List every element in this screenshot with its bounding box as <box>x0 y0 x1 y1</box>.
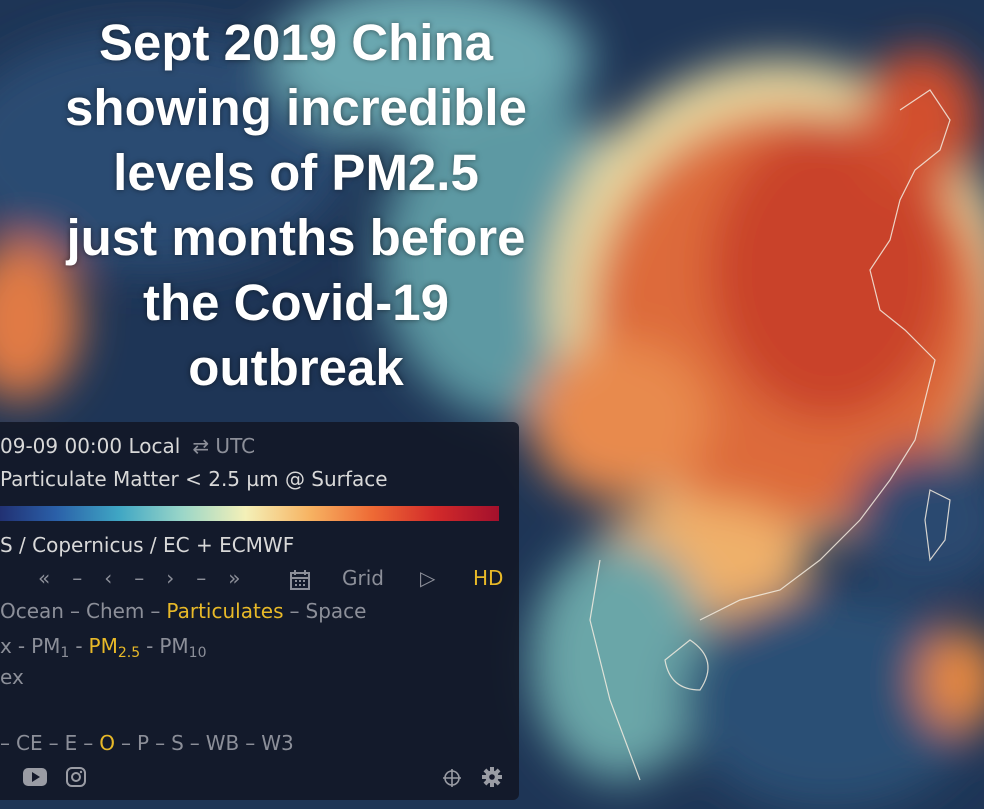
separator: - <box>18 634 25 658</box>
utc-toggle[interactable]: ⇄ UTC <box>192 434 256 458</box>
option-base: PM <box>88 634 118 658</box>
separator: – <box>69 599 80 623</box>
menu-option[interactable]: W3 <box>261 731 294 755</box>
separator: – <box>150 599 161 623</box>
option-base: - <box>75 634 83 658</box>
separator: – <box>121 731 131 755</box>
color-scale <box>0 506 499 521</box>
calendar-icon[interactable] <box>289 569 311 591</box>
overlay-name: Particulate Matter < 2.5 µm @ Surface <box>0 467 388 491</box>
nav-step[interactable]: » <box>228 566 241 590</box>
location-icon[interactable] <box>443 769 461 787</box>
separator: – <box>189 731 200 755</box>
separator: – <box>83 731 94 755</box>
title-line: levels of PM2.5 <box>113 144 479 201</box>
menu-option[interactable]: CE <box>16 731 43 755</box>
menu-option[interactable]: WB <box>205 731 240 755</box>
menu-option[interactable]: x <box>0 634 12 658</box>
menu-option[interactable]: Chem <box>85 599 145 623</box>
menu-option[interactable]: S <box>171 731 184 755</box>
separator: – <box>245 731 256 755</box>
menu-option[interactable]: E <box>64 731 78 755</box>
separator: – <box>48 731 59 755</box>
menu-option[interactable]: PM10 <box>159 634 206 661</box>
nav-step[interactable]: › <box>166 566 175 590</box>
option-base: - <box>146 634 154 658</box>
menu-option[interactable]: PM1 <box>31 634 69 661</box>
menu-option[interactable]: Particulates <box>166 599 284 623</box>
nav-step[interactable]: « <box>38 566 51 590</box>
grid-toggle[interactable]: Grid <box>342 566 384 590</box>
menu-option[interactable]: Ocean <box>0 599 64 623</box>
title-line: Sept 2019 China <box>99 14 493 71</box>
nav-step[interactable]: – <box>72 566 83 590</box>
menu-option[interactable]: O <box>99 731 115 755</box>
title-line: just months before <box>66 209 526 266</box>
option-base: PM <box>159 634 189 658</box>
option-subscript: 10 <box>188 645 207 661</box>
nav-step[interactable]: – <box>134 566 145 590</box>
youtube-icon[interactable] <box>23 768 47 786</box>
option-subscript: 2.5 <box>117 645 141 661</box>
menu-option[interactable]: P <box>137 731 150 755</box>
instagram-icon[interactable] <box>66 767 86 787</box>
separator: – <box>155 731 166 755</box>
nav-step[interactable]: ‹ <box>104 566 113 590</box>
separator: - <box>75 634 82 658</box>
title-line: the Covid-19 <box>142 274 450 331</box>
date-time[interactable]: 09-09 00:00 Local <box>0 434 181 458</box>
control-panel: 09-09 00:00 Local ⇄ UTC Particulate Matte… <box>0 422 519 800</box>
option-base: - <box>17 634 26 658</box>
option-base: PM <box>31 634 61 658</box>
separator: – <box>0 731 10 755</box>
title-line: outbreak <box>188 339 404 396</box>
nav-step[interactable]: – <box>196 566 207 590</box>
option-base: x <box>0 634 12 658</box>
data-source: S / Copernicus / EC + ECMWF <box>0 533 295 557</box>
play-button[interactable]: ▷ <box>420 566 436 590</box>
hd-toggle[interactable]: HD <box>473 566 504 590</box>
separator: – <box>289 599 300 623</box>
menu-option[interactable]: Space <box>305 599 367 623</box>
overlay-title: Sept 2019 China showing incredible levels … <box>0 10 592 400</box>
option-subscript: 1 <box>60 645 70 661</box>
animate-option[interactable]: ex <box>0 665 24 689</box>
settings-icon[interactable] <box>482 767 502 787</box>
title-line: showing incredible <box>65 79 527 136</box>
separator: - <box>146 634 153 658</box>
menu-option[interactable]: PM2.5 <box>89 634 141 661</box>
